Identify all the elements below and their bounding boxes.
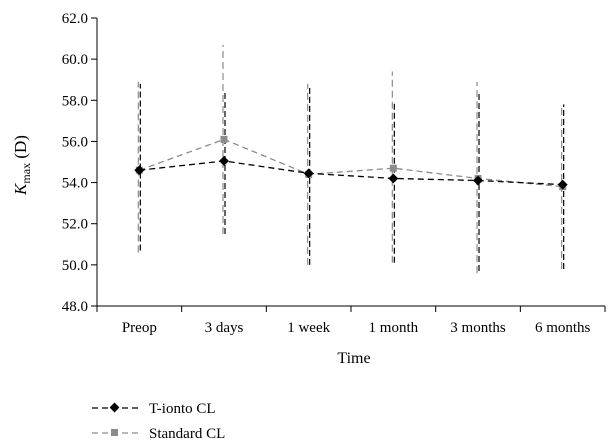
y-tick-label: 48.0	[62, 299, 88, 315]
legend-swatch-marker-t-ionto	[109, 402, 120, 413]
point-t-ionto	[134, 165, 145, 176]
point-standard	[220, 135, 228, 143]
y-axis-label-sub: max	[19, 163, 33, 184]
y-tick-label: 54.0	[62, 176, 88, 192]
point-t-ionto	[219, 156, 229, 166]
x-ticks: Preop 3 days 1 week 1 month 3 months 6 months	[96, 306, 606, 336]
x-tick-label: 1 week	[287, 320, 330, 336]
point-standard	[389, 164, 397, 172]
y-tick-label: 58.0	[62, 93, 88, 109]
series-line-standard	[139, 138, 563, 188]
legend-swatch-marker-standard	[111, 429, 118, 436]
y-axis-label-main: K	[11, 182, 30, 196]
legend-item-standard: Standard CL	[92, 426, 225, 442]
y-axis-label: Kmax (D)	[11, 135, 33, 196]
x-tick-label: Preop	[122, 320, 157, 336]
y-axis-label-unit: (D)	[11, 135, 30, 163]
x-axis-label: Time	[337, 350, 370, 367]
series-lines	[139, 138, 563, 188]
y-ticks: 48.0 50.0 52.0 54.0 56.0 58.0 60.0 62.0	[62, 11, 97, 315]
legend-item-t-ionto: T-ionto CL	[92, 401, 216, 417]
legend: T-ionto CL Standard CL	[92, 401, 225, 442]
y-tick-label: 50.0	[62, 258, 88, 274]
x-tick-label: 1 month	[369, 320, 419, 336]
legend-label-t-ionto: T-ionto CL	[149, 401, 216, 417]
x-tick-label: 3 days	[205, 320, 244, 336]
series-markers	[134, 135, 568, 191]
error-bars	[137, 44, 565, 274]
y-tick-label: 52.0	[62, 217, 88, 233]
x-tick-label: 3 months	[450, 320, 506, 336]
x-tick-label: 6 months	[535, 320, 591, 336]
point-t-ionto	[473, 175, 483, 186]
series-line-t-ionto	[139, 160, 563, 186]
point-t-ionto	[303, 168, 314, 179]
y-tick-label: 60.0	[62, 52, 88, 68]
legend-label-standard: Standard CL	[149, 426, 225, 442]
point-t-ionto	[557, 179, 568, 190]
y-tick-label: 56.0	[62, 134, 88, 150]
point-t-ionto	[388, 173, 399, 184]
y-tick-label: 62.0	[62, 11, 88, 27]
